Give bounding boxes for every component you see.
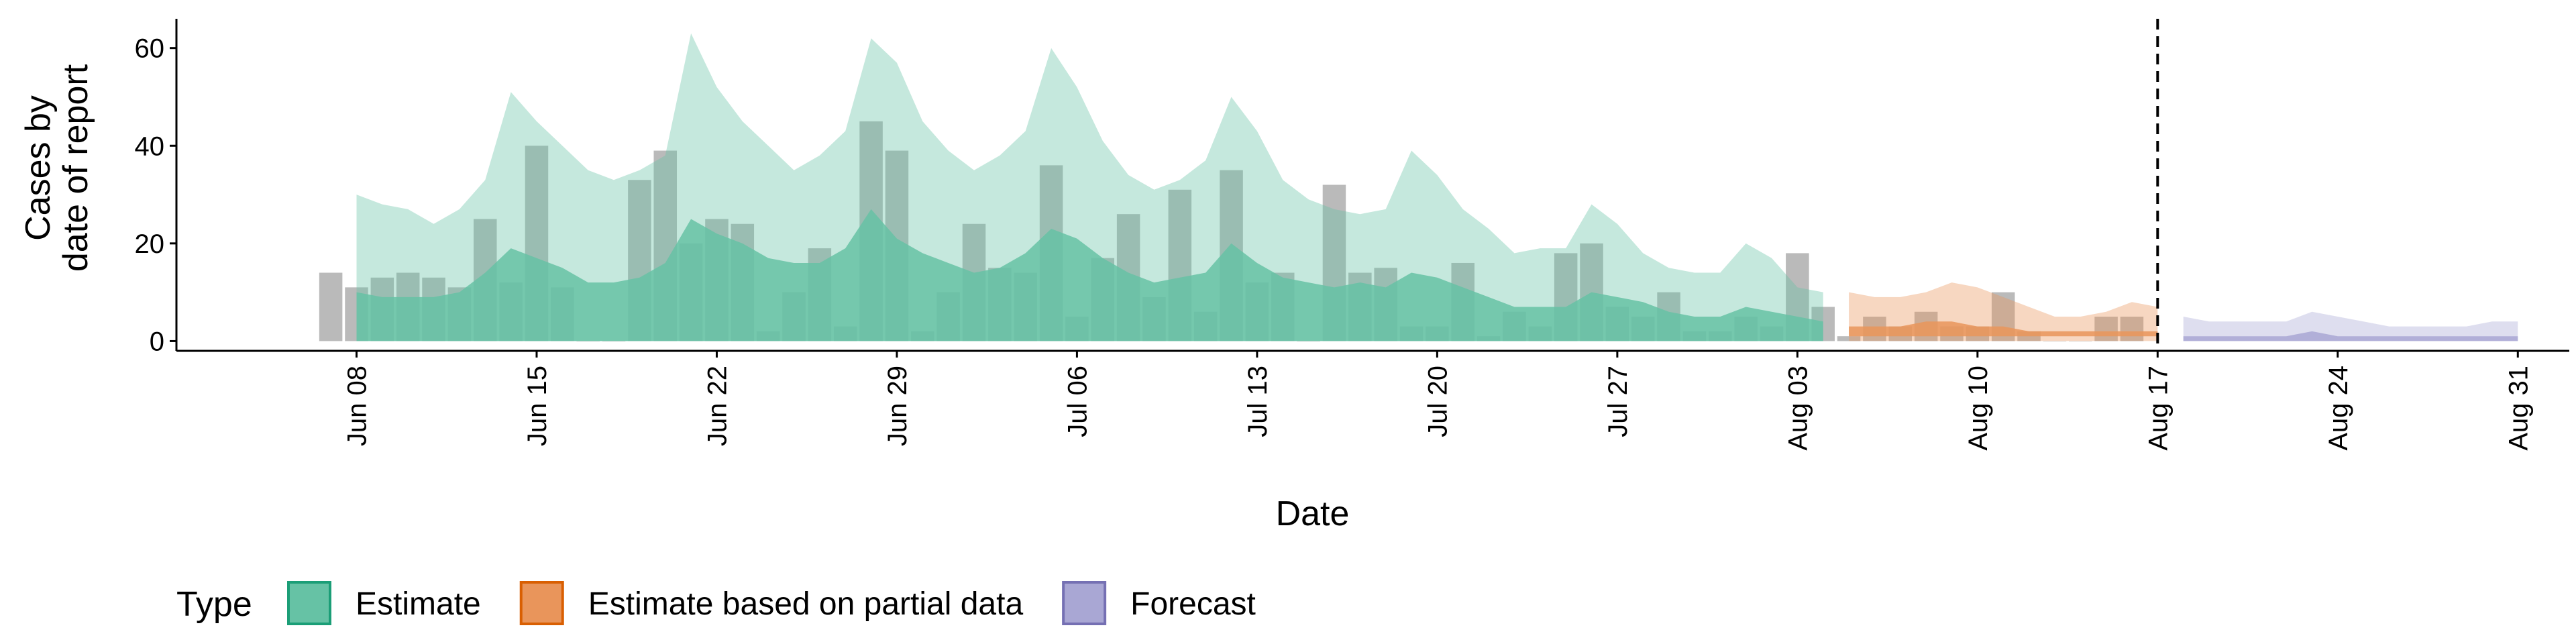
legend-key-estimate xyxy=(287,581,331,625)
x-tick-label: Jul 20 xyxy=(1423,366,1452,437)
x-tick-label: Jul 27 xyxy=(1603,366,1633,437)
legend-label-estimate-based-on-partial-data: Estimate based on partial data xyxy=(588,586,1024,622)
x-tick-label: Jul 13 xyxy=(1243,366,1273,437)
x-tick-label: Aug 10 xyxy=(1964,366,1993,451)
x-tick-label: Jun 15 xyxy=(523,366,552,446)
bar xyxy=(2120,317,2144,341)
bar xyxy=(2094,317,2118,341)
axes-layer: 0 20 40 60 Jun 08 Jun 15 Jun 22 Jun 29 Jul 06 Jul… xyxy=(19,19,2569,533)
legend: Type Estimate Estimate based on partial da… xyxy=(176,581,1256,625)
legend-label-estimate: Estimate xyxy=(356,586,481,622)
legend-key-estimate-based-on-partial-data xyxy=(519,581,564,625)
legend-title: Type xyxy=(176,585,252,624)
y-axis-title-line: Cases by xyxy=(19,95,58,241)
x-axis-title: Date xyxy=(1276,494,1350,533)
legend-key-forecast xyxy=(1062,581,1107,625)
y-tick-label: 20 xyxy=(135,229,165,259)
forecast-inner-band xyxy=(2183,331,2518,341)
y-tick-label: 40 xyxy=(135,131,165,161)
x-tick-label: Aug 03 xyxy=(1783,366,1813,451)
y-tick-label: 60 xyxy=(135,34,165,64)
x-tick-label: Jul 06 xyxy=(1063,366,1092,437)
x-tick-label: Jun 08 xyxy=(342,366,372,446)
legend-label-forecast: Forecast xyxy=(1130,586,1256,622)
x-tick-label: Aug 31 xyxy=(2504,366,2533,451)
bands-layer xyxy=(356,33,2518,341)
estimate-based-on-partial-data-inner-band xyxy=(1849,321,2158,337)
forecast-outer-band xyxy=(2183,311,2518,341)
bar xyxy=(1837,336,1861,341)
bar xyxy=(319,272,343,341)
x-tick-label: Jun 29 xyxy=(883,366,912,446)
y-tick-label: 0 xyxy=(150,327,164,356)
x-tick-label: Aug 17 xyxy=(2143,366,2173,451)
x-tick-label: Jun 22 xyxy=(702,366,732,446)
estimate-inner-band xyxy=(356,209,1823,341)
x-tick-label: Aug 24 xyxy=(2324,366,2353,451)
y-axis-title-line: date of report xyxy=(56,64,95,272)
